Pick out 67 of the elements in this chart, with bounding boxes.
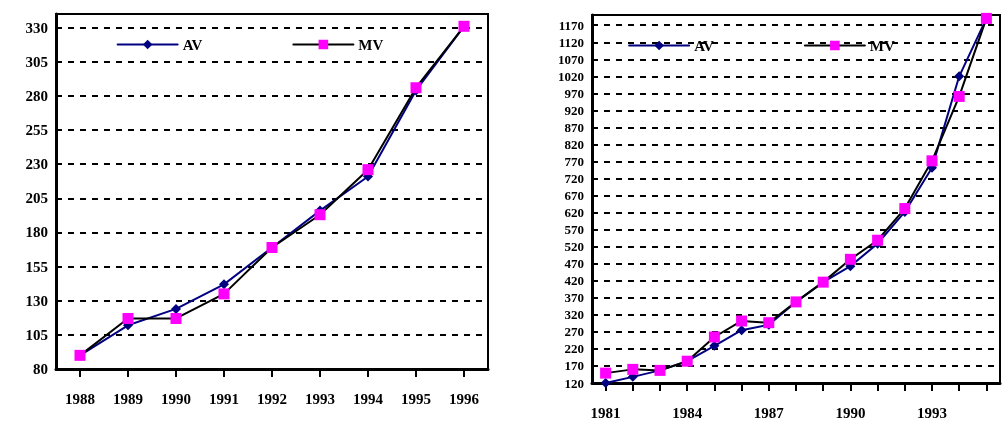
- x-tick-label: 1990: [835, 404, 866, 421]
- point: [219, 279, 229, 290]
- x-tick-label: 1991: [209, 390, 239, 407]
- y-tick-label: 520: [564, 239, 584, 255]
- x-tick-label: 1987: [753, 404, 785, 421]
- y-tick-label: 330: [25, 19, 48, 36]
- y-tick-label: 970: [564, 85, 584, 101]
- y-tick-label: 370: [564, 290, 584, 306]
- y-tick-label: 255: [25, 122, 48, 139]
- y-tick-label: 670: [564, 188, 584, 204]
- y-tick-label: 620: [564, 205, 584, 221]
- y-tick-label: 220: [564, 341, 584, 357]
- point: [736, 325, 747, 336]
- y-tick-label: 420: [564, 273, 584, 289]
- point: [953, 90, 965, 102]
- x-tick-label: 1992: [257, 390, 287, 407]
- y-tick-label: 1070: [558, 51, 584, 67]
- x-tick-label: 1993: [917, 404, 947, 421]
- y-tick-label: 870: [564, 119, 584, 135]
- y-tick-label: 170: [564, 358, 584, 374]
- y-tick-label: 320: [564, 307, 584, 323]
- y-tick-label: 155: [25, 258, 48, 275]
- point: [600, 367, 612, 379]
- point: [362, 164, 374, 176]
- point: [170, 312, 182, 324]
- y-tick-label: 570: [564, 222, 584, 238]
- y-tick-label: 920: [564, 102, 584, 118]
- y-tick-label: 305: [25, 53, 48, 70]
- y-tick-label: 770: [564, 154, 584, 170]
- x-tick-label: 1996: [449, 390, 480, 407]
- x-tick-label: 1995: [401, 390, 431, 407]
- y-tick-label: 1020: [558, 68, 584, 84]
- point: [844, 253, 856, 265]
- x-tick-label: 1990: [161, 390, 191, 407]
- y-tick-label: 230: [25, 156, 48, 173]
- y-tick-label: 120: [564, 375, 584, 391]
- x-tick-label: 1993: [305, 390, 335, 407]
- legend-label: AV: [182, 36, 203, 53]
- x-tick-label: 1984: [672, 404, 703, 421]
- x-tick-label: 1989: [113, 390, 143, 407]
- point: [171, 303, 181, 314]
- point: [954, 71, 965, 82]
- x-tick-label: 1988: [65, 390, 95, 407]
- y-tick-label: 80: [33, 361, 48, 377]
- y-tick-label: 470: [564, 256, 584, 272]
- y-tick-label: 205: [25, 190, 48, 207]
- point: [736, 315, 748, 327]
- y-tick-label: 105: [25, 326, 48, 343]
- y-tick-label: 1120: [558, 34, 584, 50]
- y-tick-label: 720: [564, 171, 584, 187]
- point: [708, 331, 720, 343]
- legend-label: MV: [358, 36, 384, 53]
- x-tick-label: 1981: [590, 404, 621, 421]
- point: [872, 234, 884, 246]
- y-tick-label: 180: [25, 224, 48, 241]
- point: [218, 288, 230, 300]
- point: [600, 378, 611, 388]
- y-tick-label: 130: [25, 292, 48, 309]
- y-tick-label: 820: [564, 136, 584, 152]
- point: [627, 363, 639, 375]
- x-tick-label: 1994: [353, 390, 384, 407]
- y-tick-label: 280: [25, 87, 48, 104]
- y-tick-label: 1170: [558, 17, 584, 33]
- point: [314, 209, 326, 221]
- point: [926, 155, 938, 167]
- point: [122, 312, 134, 324]
- y-tick-label: 270: [564, 324, 584, 340]
